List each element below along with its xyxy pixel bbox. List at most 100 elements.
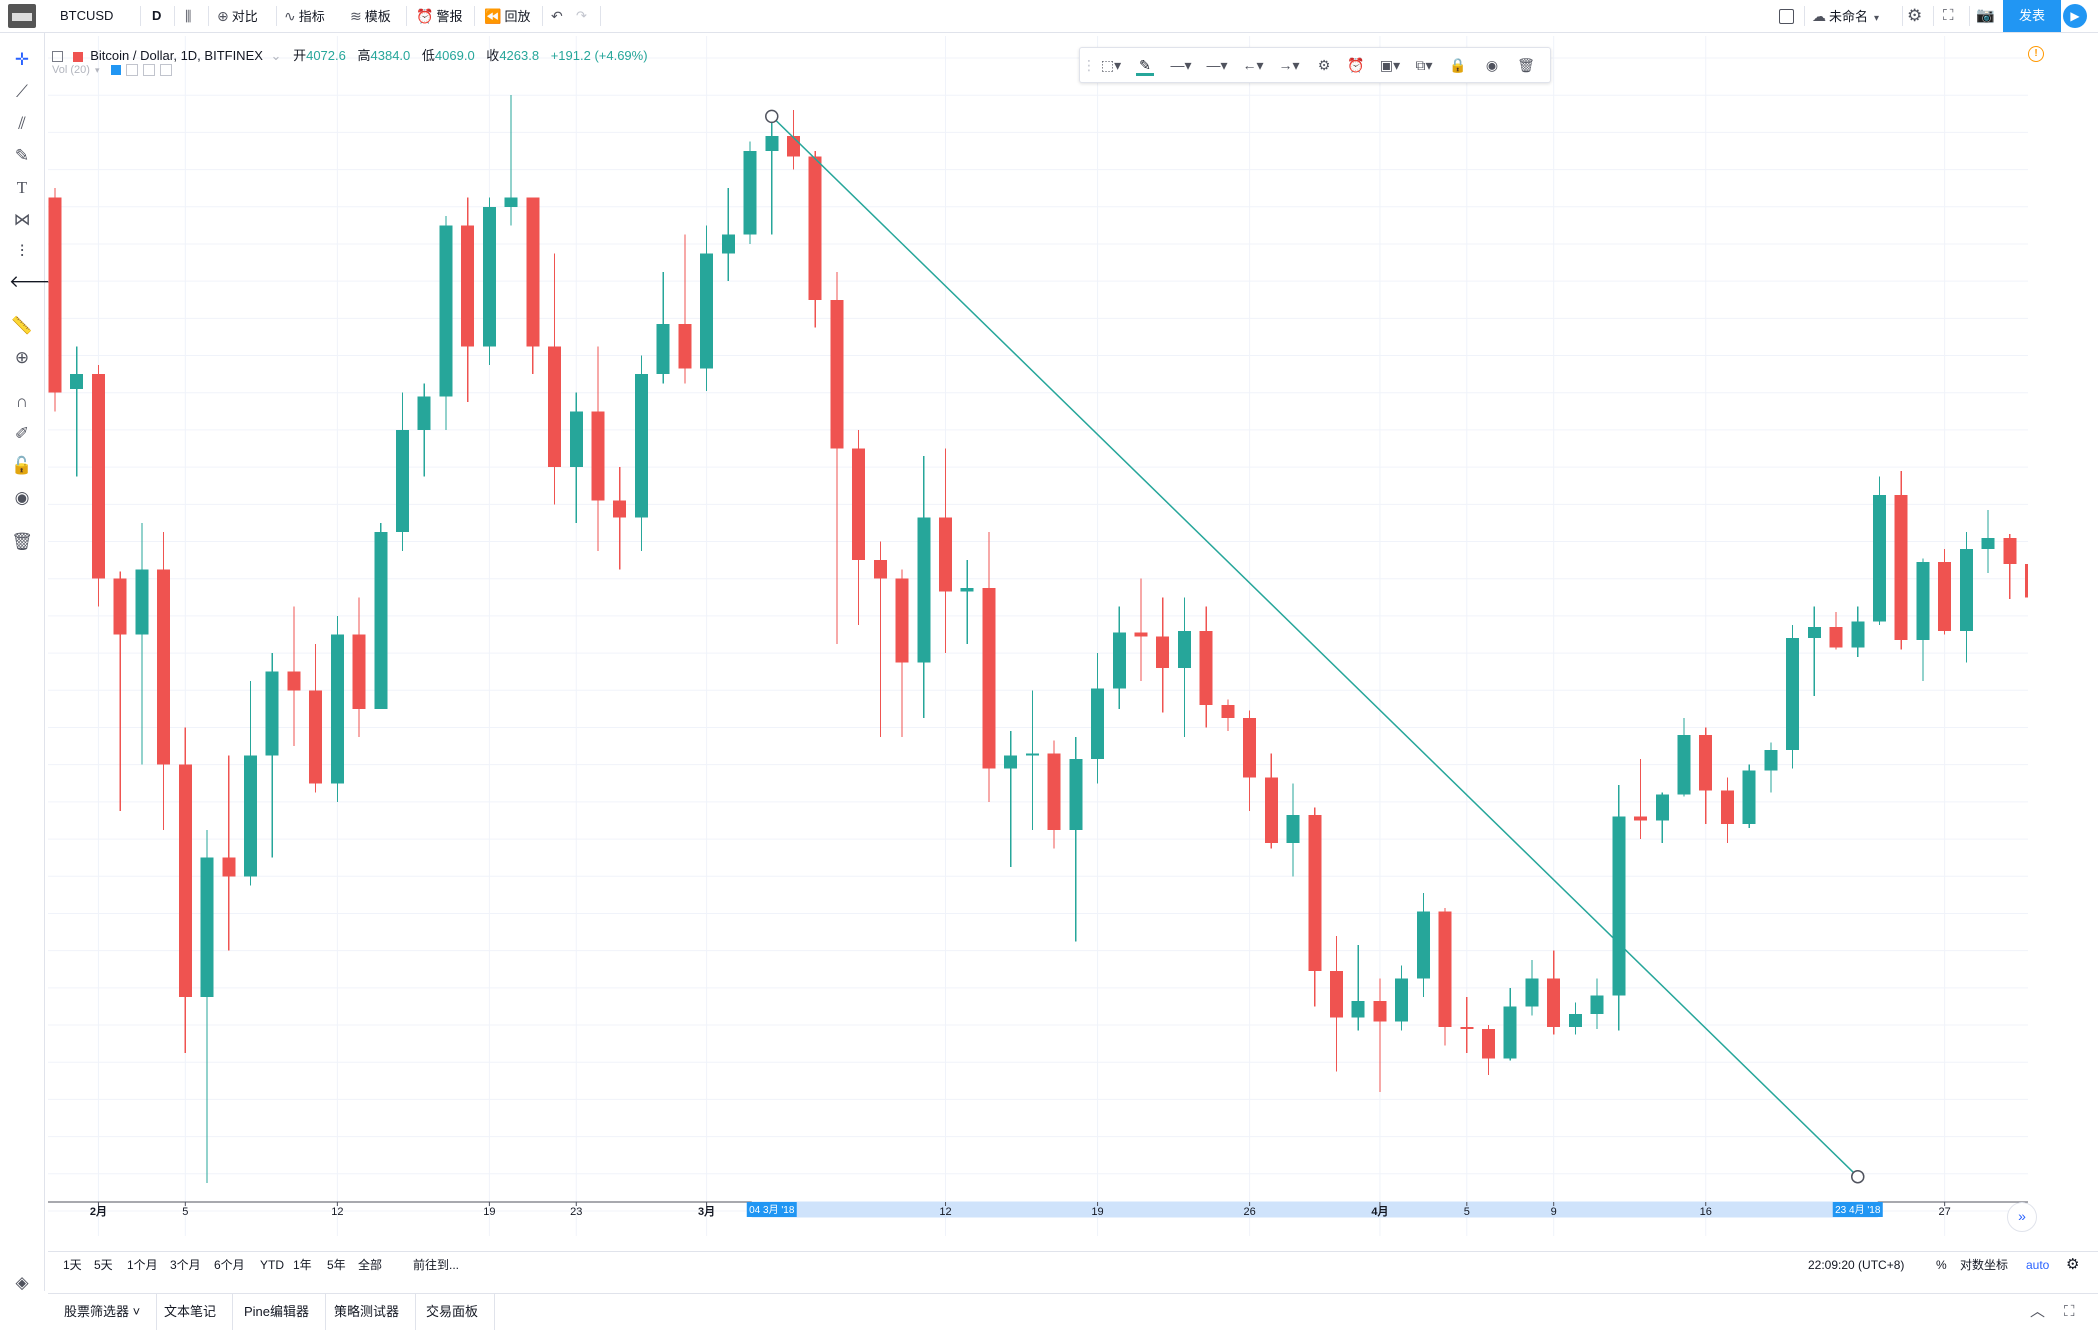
fullscreen-toggle[interactable] xyxy=(1779,0,1794,32)
timeframe-button[interactable]: 5年 xyxy=(327,1258,346,1272)
goto-date-button[interactable]: 前往到... xyxy=(413,1258,460,1272)
open-value: 4072.6 xyxy=(306,48,346,63)
redo-button[interactable]: ↷ xyxy=(576,0,587,32)
layout-save-menu[interactable]: ☁ 未命名 ▾ xyxy=(1812,0,1879,32)
candle-body xyxy=(1547,978,1561,1027)
trendline-start-date-label: 04 3月 '18 xyxy=(749,1204,795,1216)
timeframe-button[interactable]: 1年 xyxy=(293,1258,312,1272)
line-start-icon[interactable]: ←▾ xyxy=(1242,57,1264,73)
bottom-tab[interactable]: 股票筛选器 ˅ xyxy=(48,1294,158,1330)
trash-icon[interactable]: 🗑 xyxy=(1517,57,1535,73)
collapse-panel-icon[interactable]: ︿ xyxy=(2030,1303,2046,1320)
auto-scale-toggle[interactable]: auto xyxy=(2026,1258,2050,1272)
candle-body xyxy=(526,197,540,347)
timeframe-button[interactable]: 6个月 xyxy=(214,1258,245,1272)
compare-button[interactable]: ⊕ 对比 xyxy=(217,0,258,32)
volume-label[interactable]: Vol (20) xyxy=(52,64,90,76)
back-arrow-icon[interactable]: 🡐 xyxy=(9,272,55,291)
settings-icon[interactable] xyxy=(125,64,138,77)
drag-handle-icon[interactable]: ⋮ xyxy=(1082,57,1096,73)
close-icon[interactable] xyxy=(159,64,172,77)
candle-body xyxy=(634,374,648,518)
template-dropdown-icon[interactable]: ⬚▾ xyxy=(1100,57,1122,73)
indicators-button[interactable]: ∿ 指标 xyxy=(284,0,325,32)
ruler-icon[interactable]: 📏 xyxy=(11,316,33,335)
lock-pencil-icon[interactable]: ✐ xyxy=(14,424,30,443)
selection-range xyxy=(751,1201,1878,1218)
eye-icon[interactable]: ◉ xyxy=(1485,57,1499,73)
warning-icon[interactable]: ! xyxy=(2028,46,2044,62)
undo-button[interactable]: ↶ xyxy=(551,0,566,32)
line-end-icon[interactable]: →▾ xyxy=(1278,57,1300,73)
timeframe-button[interactable]: 1天 xyxy=(63,1258,82,1272)
layers-icon[interactable]: ◈ xyxy=(15,1273,29,1292)
more-options-icon[interactable] xyxy=(142,64,155,77)
zoom-in-icon[interactable]: ⊕ xyxy=(14,348,30,367)
change-value: +191.2 (+4.69%) xyxy=(550,48,648,63)
timeframe-button[interactable]: 1个月 xyxy=(127,1258,158,1272)
lock-icon[interactable]: 🔒 xyxy=(1449,57,1467,73)
magnet-icon[interactable]: ∩ xyxy=(15,392,29,411)
fib-tool-icon[interactable]: ⫽ xyxy=(18,114,26,133)
templates-button[interactable]: ≋ 模板 xyxy=(350,0,391,32)
symbol-search[interactable]: BTCUSD xyxy=(60,8,114,23)
candle-body xyxy=(374,532,388,709)
line-style-icon[interactable]: —▾ xyxy=(1206,57,1228,73)
line-color-icon[interactable]: ✎ xyxy=(1130,48,1160,82)
price-chart[interactable]: 12000.011800.011600.011400.011200.011000… xyxy=(48,36,2028,1236)
user-avatar[interactable] xyxy=(8,4,36,28)
timeframe-button[interactable]: 全部 xyxy=(358,1258,383,1272)
bottom-tab[interactable]: 文本笔记 xyxy=(148,1294,234,1330)
alert-button[interactable]: ⏰ 警报 xyxy=(416,0,462,32)
interval-selector[interactable]: D xyxy=(152,8,162,23)
candle-body xyxy=(1416,911,1430,979)
candle-body xyxy=(1720,790,1734,825)
gear-icon[interactable]: ⚙ xyxy=(1317,57,1331,73)
visibility-icon[interactable] xyxy=(110,65,121,76)
candle-body xyxy=(265,671,279,756)
divider xyxy=(1969,6,1970,26)
candle-body xyxy=(786,136,800,157)
settings-button[interactable]: ⚙ xyxy=(1907,0,1922,32)
publish-button[interactable]: 发表 xyxy=(2003,0,2061,32)
timeframe-button[interactable]: 5天 xyxy=(94,1258,113,1272)
alert-label: 警报 xyxy=(436,9,463,24)
percent-toggle[interactable]: % xyxy=(1936,1258,1947,1272)
eye-icon[interactable]: ◉ xyxy=(14,488,30,507)
alert-add-icon[interactable]: ⏰ xyxy=(1347,57,1365,73)
pattern-tool-icon[interactable]: ⋈ xyxy=(13,210,31,229)
brush-tool-icon[interactable]: ✎ xyxy=(14,146,30,165)
trendline-tool-icon[interactable]: ⟋ xyxy=(16,82,28,101)
text-tool-icon[interactable]: T xyxy=(16,178,28,197)
candle-body xyxy=(1699,734,1713,791)
crosshair-icon[interactable]: ✛ xyxy=(14,50,30,69)
candle-body xyxy=(1091,688,1105,760)
alarm-clock-icon: ⏰ xyxy=(416,8,434,24)
visual-order-icon[interactable]: ▣▾ xyxy=(1379,57,1401,73)
more-icon[interactable]: ⌄ xyxy=(270,48,282,63)
prediction-tool-icon[interactable]: ⫶ xyxy=(19,242,25,261)
bottom-tab[interactable]: 交易面板 xyxy=(410,1294,496,1330)
fullscreen-button[interactable]: ⛶ xyxy=(1943,0,1954,32)
chevron-down-icon: ▾ xyxy=(94,65,100,75)
replay-button[interactable]: ⏪ 回放 xyxy=(484,0,530,32)
line-width-icon[interactable]: —▾ xyxy=(1170,57,1192,73)
collapse-legend-icon[interactable] xyxy=(52,51,63,63)
bottom-tab[interactable]: 策略测试器 xyxy=(318,1294,417,1330)
clock[interactable]: 22:09:20 (UTC+8) xyxy=(1808,1258,1905,1272)
scroll-to-realtime-icon[interactable]: » xyxy=(2007,1202,2037,1232)
trendline-end-date-label: 23 4月 '18 xyxy=(1835,1204,1881,1216)
chart-style-button[interactable]: ⫼ xyxy=(185,0,194,32)
timeframe-button[interactable]: 3个月 xyxy=(170,1258,201,1272)
clone-icon[interactable]: ⧉▾ xyxy=(1415,57,1433,73)
bottom-tab[interactable]: Pine编辑器 xyxy=(228,1294,327,1330)
unlock-icon[interactable]: 🔓 xyxy=(11,456,33,475)
play-icon[interactable]: ▶ xyxy=(2063,4,2087,28)
snapshot-button[interactable]: 📷 xyxy=(1976,0,1995,32)
timeframe-button[interactable]: YTD xyxy=(260,1258,284,1272)
series-title[interactable]: Bitcoin / Dollar, 1D, BITFINEX xyxy=(90,48,263,63)
maximize-panel-icon[interactable]: ⛶ xyxy=(2064,1303,2075,1320)
log-scale-toggle[interactable]: 对数坐标 xyxy=(1960,1258,2009,1272)
scale-settings-button[interactable]: ⚙ xyxy=(2066,1252,2079,1278)
trash-icon[interactable]: 🗑 xyxy=(11,532,33,551)
